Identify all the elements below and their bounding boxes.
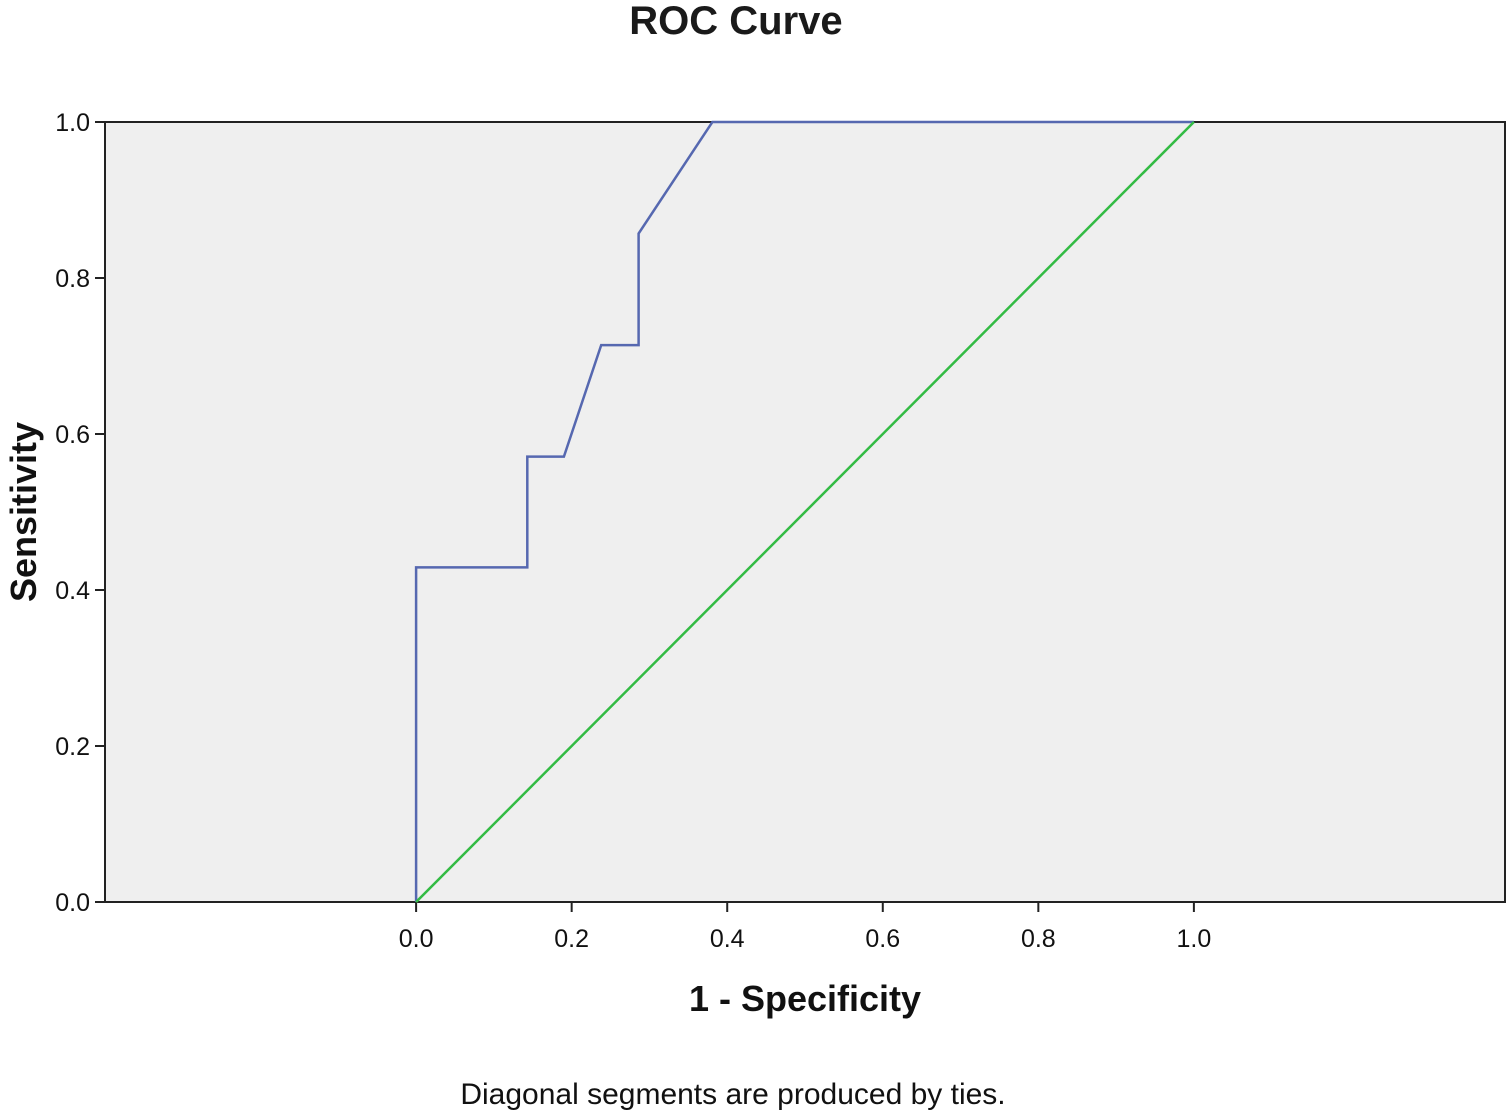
roc-curve-line	[414, 120, 1194, 902]
x-tick-label: 0.4	[710, 925, 745, 953]
y-tick-label: 1.0	[55, 109, 90, 137]
y-tick-label: 0.6	[55, 421, 90, 449]
x-tick-label: 0.0	[399, 925, 434, 953]
reference-diagonal-line	[415, 121, 1195, 903]
chart-title: ROC Curve	[629, 0, 842, 43]
x-axis-ticks: 0.0 0.2 0.4 0.6 0.8 1.0	[399, 902, 1212, 953]
chart-footnote: Diagonal segments are produced by ties.	[460, 1078, 1005, 1111]
x-axis-label: 1 - Specificity	[689, 978, 921, 1019]
x-tick-label: 0.6	[865, 925, 900, 953]
x-tick-label: 0.8	[1021, 925, 1056, 953]
y-tick-label: 0.8	[55, 265, 90, 293]
y-tick-label: 0.2	[55, 733, 90, 761]
series-layer	[414, 120, 1195, 903]
y-tick-label: 0.0	[55, 889, 90, 917]
y-tick-label: 0.4	[55, 577, 90, 605]
y-axis-label: Sensitivity	[3, 422, 44, 602]
x-tick-label: 1.0	[1177, 925, 1212, 953]
y-axis-ticks: 0.0 0.2 0.4 0.6 0.8 1.0	[55, 109, 105, 917]
x-tick-label: 0.2	[554, 925, 589, 953]
